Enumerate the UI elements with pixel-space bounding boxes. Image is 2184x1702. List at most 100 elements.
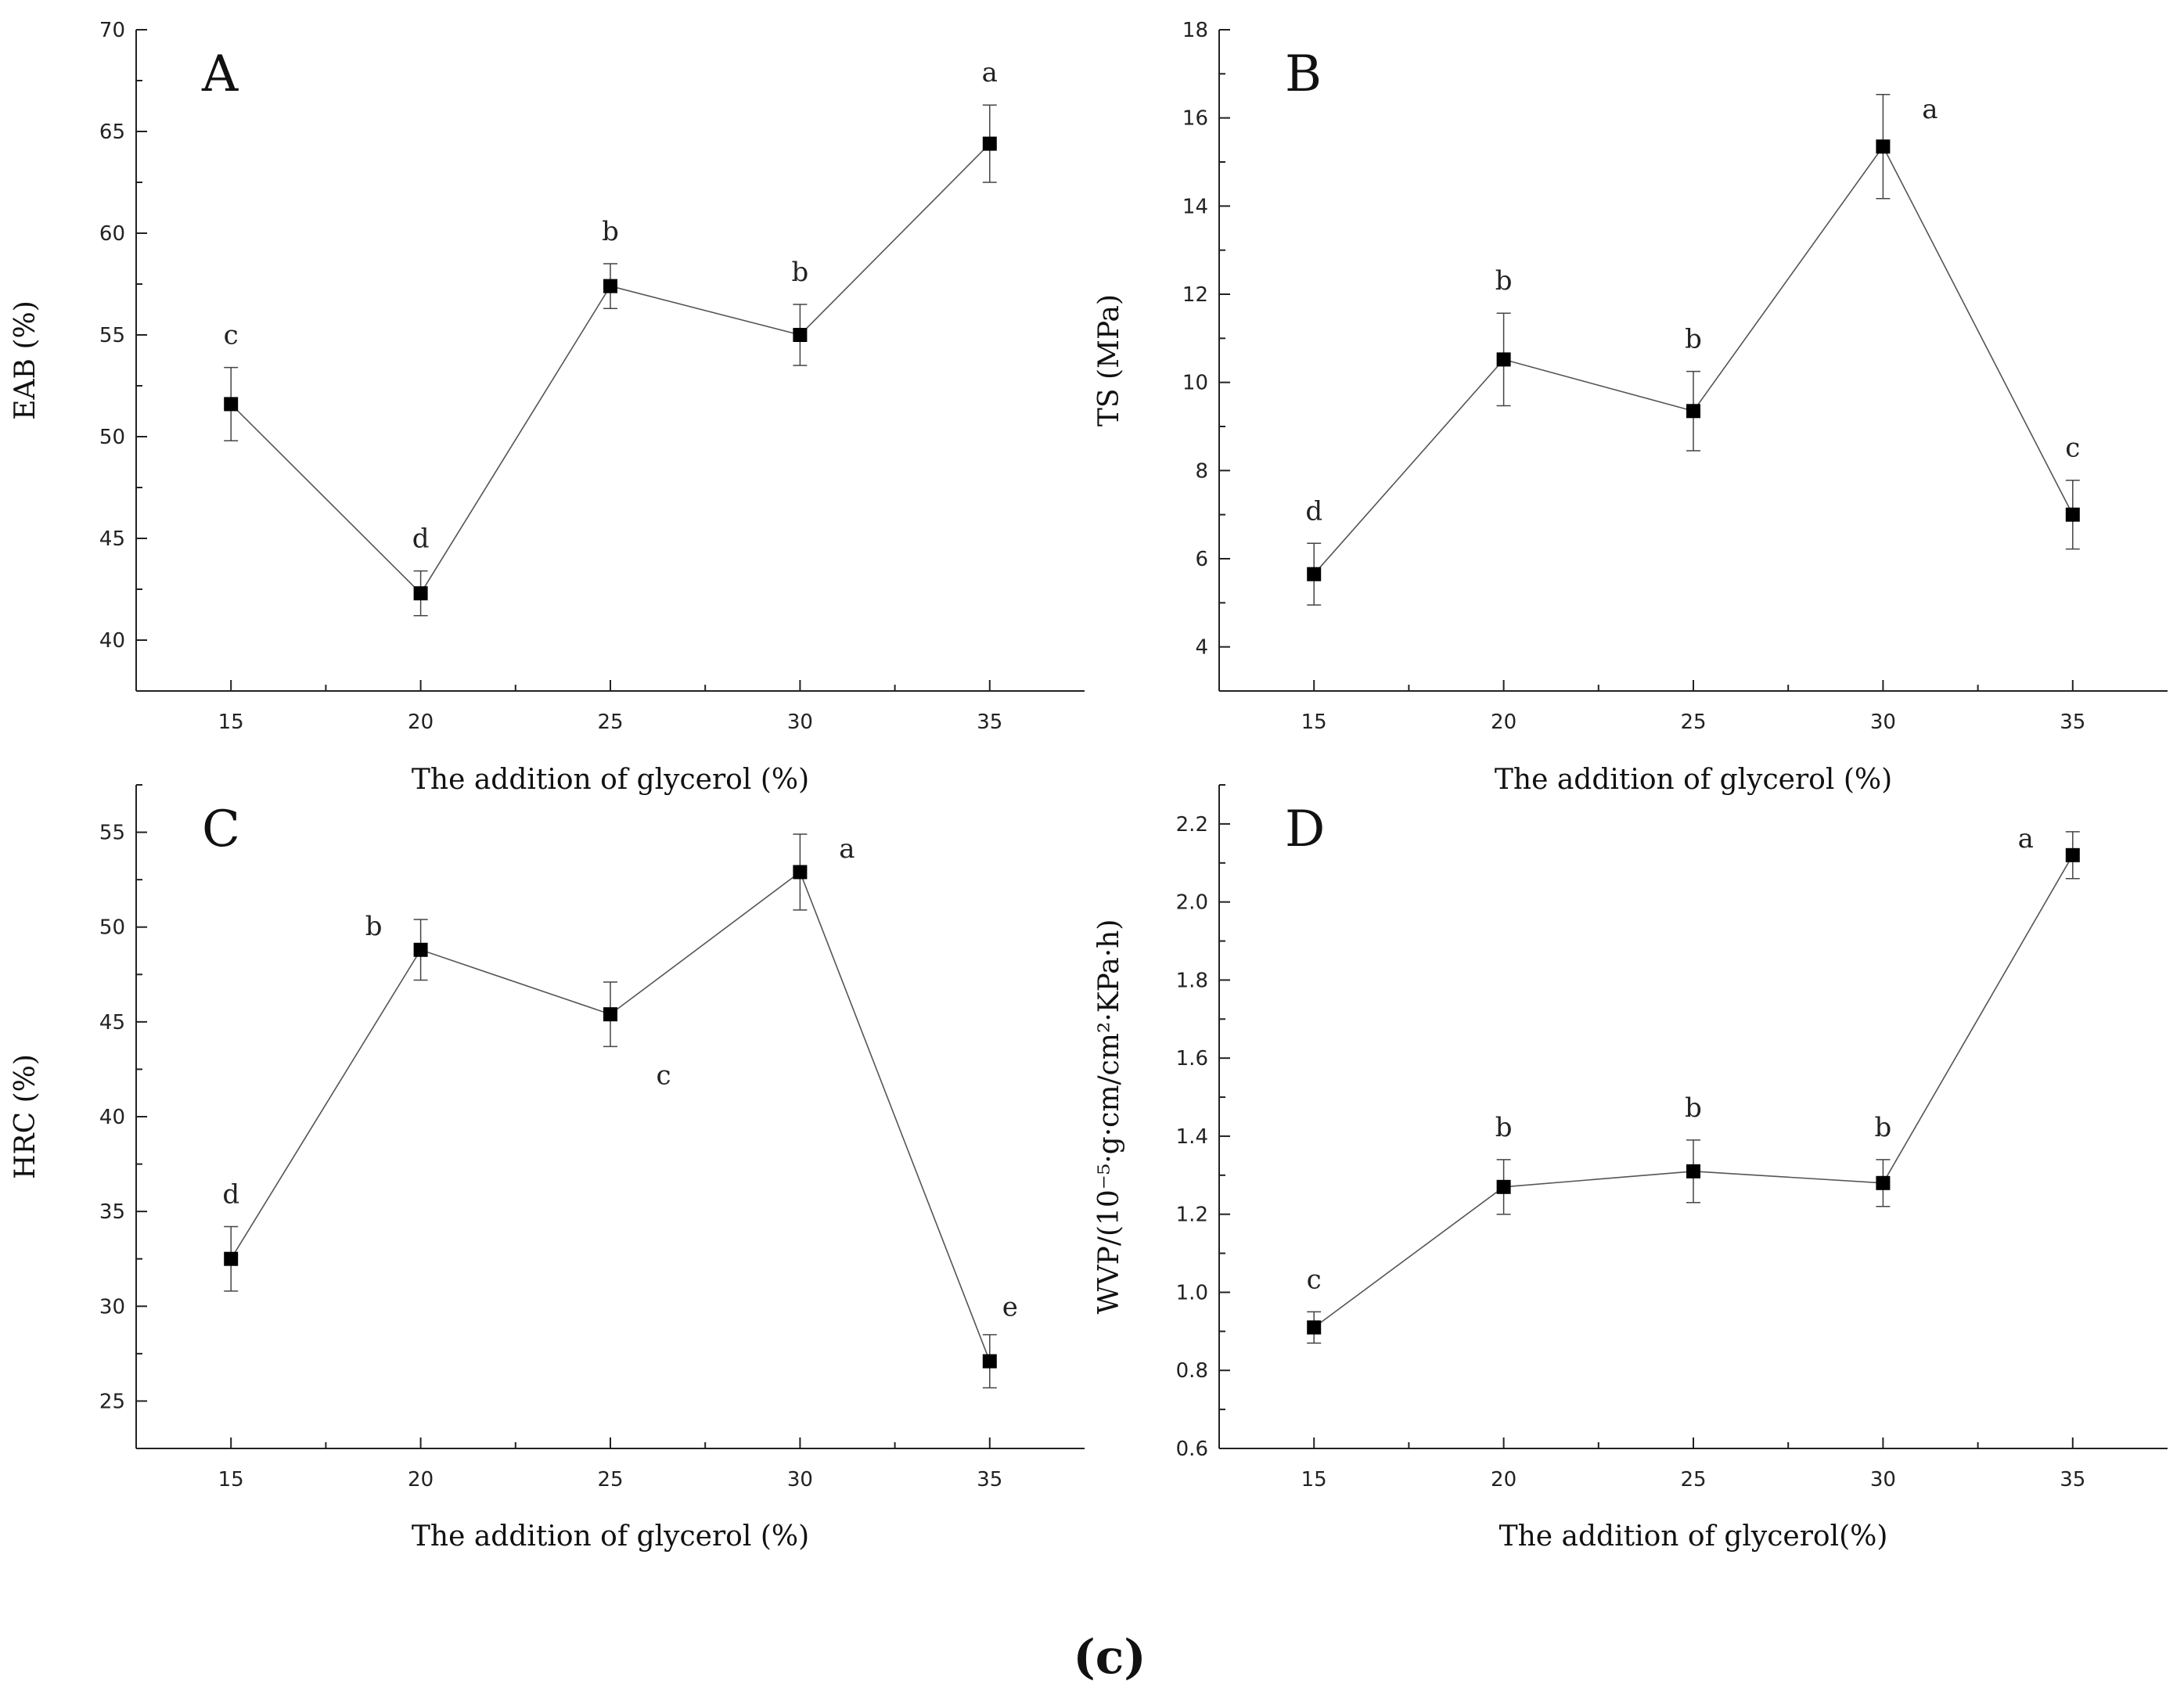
panels: 40 45 50 55 60 65 70 15 20 25 30 35 The addition of … xyxy=(9,19,2168,1553)
y-tick-label-d: 1.6 xyxy=(1176,1047,1208,1070)
y-tick-label-d: 0.6 xyxy=(1176,1438,1208,1461)
x-tick-label-a: 15 xyxy=(218,711,244,734)
y-tick-label-b: 18 xyxy=(1182,19,1208,42)
x-tick-label-b: 35 xyxy=(2060,711,2085,734)
data-point-d xyxy=(1686,1164,1700,1178)
data-point-b xyxy=(1307,567,1322,581)
x-tick-label-b: 20 xyxy=(1491,711,1517,734)
y-tick-label-b: 6 xyxy=(1195,548,1208,571)
data-point-a xyxy=(603,279,617,293)
y-tick-label-d: 2.2 xyxy=(1176,813,1208,837)
y-tick-label-a: 55 xyxy=(99,324,125,347)
data-point-d xyxy=(1876,1175,1891,1190)
x-tick-label-a: 35 xyxy=(977,711,1002,734)
panel-letter-b: B xyxy=(1285,45,1322,103)
y-tick-label-d: 2.0 xyxy=(1176,891,1208,915)
y-axis-title-b: TS (MPa) xyxy=(1093,294,1125,426)
significance-label-a: d xyxy=(412,524,430,555)
y-tick-label-a: 50 xyxy=(99,426,125,449)
significance-label-a: b xyxy=(792,257,809,288)
series-line-b xyxy=(1313,145,2074,575)
significance-label-d: b xyxy=(1495,1112,1513,1143)
y-tick-label-a: 45 xyxy=(99,527,125,551)
data-point-d xyxy=(1496,1179,1511,1194)
x-tick-label-b: 30 xyxy=(1870,711,1896,734)
significance-label-c: b xyxy=(365,911,383,942)
x-tick-label-c: 35 xyxy=(977,1468,1002,1491)
series-line-a xyxy=(230,143,991,595)
data-point-c xyxy=(982,1354,997,1369)
x-tick-label-d: 35 xyxy=(2060,1468,2085,1491)
panel-letter-c: C xyxy=(202,801,240,858)
data-point-b xyxy=(1496,352,1511,367)
data-point-b xyxy=(1686,404,1700,419)
x-tick-label-b: 25 xyxy=(1680,711,1706,734)
data-point-b xyxy=(1876,139,1891,154)
x-tick-label-a: 20 xyxy=(408,711,434,734)
x-tick-label-d: 15 xyxy=(1301,1468,1327,1491)
y-axis-title-c: HRC (%) xyxy=(9,1054,41,1179)
panel-c: 25 30 35 40 45 50 55 15 20 25 30 35 The addition of … xyxy=(9,784,1085,1553)
x-tick-label-a: 30 xyxy=(787,711,813,734)
data-point-d xyxy=(2065,847,2080,862)
significance-label-d: a xyxy=(2018,823,2034,855)
x-tick-label-d: 25 xyxy=(1680,1468,1706,1491)
significance-label-b: d xyxy=(1305,495,1322,527)
x-tick-label-b: 15 xyxy=(1301,711,1327,734)
y-tick-label-d: 1.0 xyxy=(1176,1281,1208,1304)
x-axis-title-b: The addition of glycerol (%) xyxy=(1495,764,1892,796)
x-axis-title-c: The addition of glycerol (%) xyxy=(412,1520,809,1553)
significance-label-a: b xyxy=(602,216,619,247)
significance-label-c: d xyxy=(222,1179,239,1211)
x-tick-label-c: 25 xyxy=(597,1468,623,1491)
data-point-c xyxy=(224,1251,239,1266)
x-axis-title-a: The addition of glycerol (%) xyxy=(412,764,809,796)
x-axis-title-d: The addition of glycerol(%) xyxy=(1499,1520,1888,1553)
panel-b: 4 6 8 10 12 14 16 18 15 20 25 30 35 The addition of g… xyxy=(1093,19,2168,796)
y-tick-label-a: 65 xyxy=(99,121,125,144)
significance-label-c: a xyxy=(839,833,855,865)
y-tick-label-d: 0.8 xyxy=(1176,1359,1208,1383)
significance-label-c: e xyxy=(1002,1292,1018,1323)
y-tick-label-b: 12 xyxy=(1182,283,1208,307)
y-tick-label-a: 60 xyxy=(99,222,125,246)
significance-label-d: b xyxy=(1875,1112,1892,1143)
y-tick-label-c: 55 xyxy=(99,822,125,845)
data-point-a xyxy=(413,586,428,601)
significance-label-b: c xyxy=(2065,433,2080,464)
data-point-c xyxy=(413,942,428,957)
data-point-a xyxy=(793,328,808,342)
y-tick-label-a: 70 xyxy=(99,19,125,42)
y-tick-label-b: 4 xyxy=(1195,636,1208,660)
significance-label-c: c xyxy=(656,1060,671,1091)
y-tick-label-c: 45 xyxy=(99,1011,125,1035)
y-tick-label-c: 35 xyxy=(99,1200,125,1224)
data-point-d xyxy=(1307,1320,1322,1335)
x-tick-label-c: 20 xyxy=(408,1468,434,1491)
panel-letter-a: A xyxy=(201,45,239,103)
x-tick-label-d: 20 xyxy=(1491,1468,1517,1491)
series-line-d xyxy=(1313,855,2074,1329)
y-tick-label-c: 25 xyxy=(99,1390,125,1413)
data-point-c xyxy=(603,1007,617,1022)
x-tick-label-c: 15 xyxy=(218,1468,244,1491)
panel-d: 0.6 0.8 1.0 1.2 1.4 1.6 1.8 2.0 2.2 15 20 25 30 35 The… xyxy=(1093,784,2168,1553)
x-tick-label-d: 30 xyxy=(1870,1468,1896,1491)
y-tick-label-b: 10 xyxy=(1182,372,1208,395)
data-point-b xyxy=(2065,507,2080,522)
panel-letter-d: D xyxy=(1285,801,1325,858)
y-tick-label-c: 40 xyxy=(99,1106,125,1129)
significance-label-d: b xyxy=(1685,1092,1702,1124)
significance-label-a: a xyxy=(982,57,998,88)
y-tick-label-a: 40 xyxy=(99,629,125,653)
figure-caption: (c) xyxy=(1073,1630,1146,1685)
data-point-a xyxy=(224,397,239,412)
y-tick-label-b: 16 xyxy=(1182,107,1208,131)
data-point-c xyxy=(793,865,808,880)
y-tick-label-d: 1.8 xyxy=(1176,969,1208,992)
data-point-a xyxy=(982,136,997,151)
significance-label-a: c xyxy=(224,320,239,351)
panel-a: 40 45 50 55 60 65 70 15 20 25 30 35 The addition of … xyxy=(9,19,1085,796)
significance-label-d: c xyxy=(1307,1264,1322,1295)
